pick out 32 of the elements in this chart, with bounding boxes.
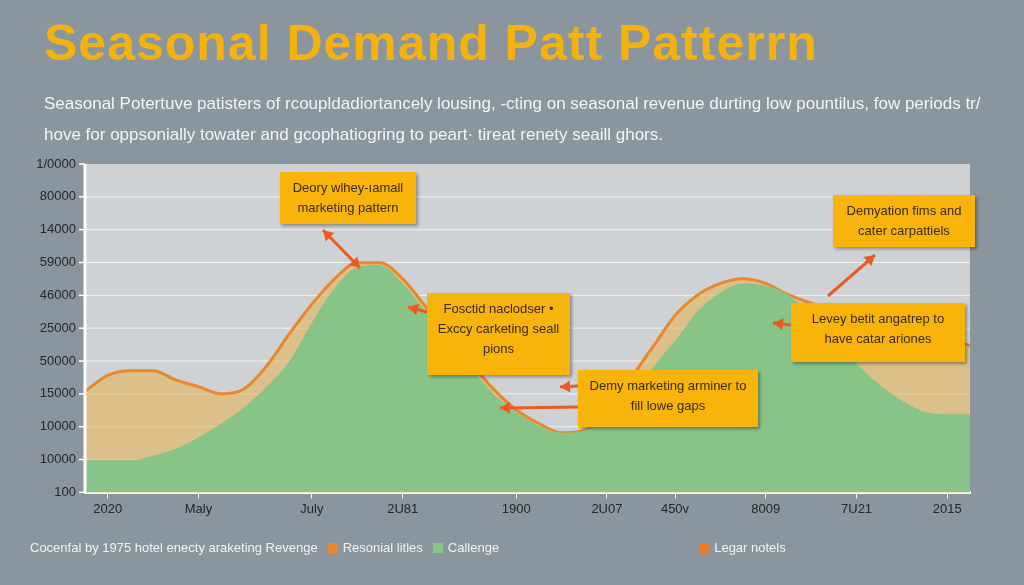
text: 100 xyxy=(54,483,76,499)
callout-box: Demyation fims and cater carpattiels xyxy=(833,195,975,247)
x-tick-label: Maly xyxy=(184,500,213,516)
chart-title: Seasonal Demand Patt Patterrn xyxy=(44,14,818,72)
legend-label: Resonial litles xyxy=(342,540,423,555)
x-tick-label: 2U07 xyxy=(591,500,623,516)
text: 59000 xyxy=(39,254,76,270)
x-tick-label: 8009 xyxy=(751,500,781,516)
text: 14000 xyxy=(39,221,76,237)
text: Cocenfal by 1975 hotel enecty araketing Revenge xyxy=(30,540,318,555)
legend-label: Callenge xyxy=(447,540,500,555)
callout-box: Demy marketing arminer to fill lowe gaps xyxy=(578,370,758,427)
text: 1/0000 xyxy=(36,155,76,171)
text: Legar notels xyxy=(714,540,786,555)
text: 25000 xyxy=(39,319,76,335)
x-tick-label: 2020 xyxy=(93,500,123,516)
text: 50000 xyxy=(39,352,76,368)
x-tick-label: 2U81 xyxy=(387,500,419,516)
x-tick-label: 450v xyxy=(660,500,690,516)
x-tick-label: 7U21 xyxy=(841,500,873,516)
x-tick-label: July xyxy=(300,500,324,516)
x-tick-label: 1900 xyxy=(501,500,531,516)
text: 46000 xyxy=(39,286,76,302)
text: 80000 xyxy=(39,188,76,204)
chart-subtitle: Seasonal Potertuve patisters of rcoupldadiortancely lousing, -cting on seasonal revenue durting low pountilus, fow periods tr/ hove for oppsonially towater and gcophatiogring to peart· tireat renety seaill ghors. xyxy=(44,93,982,146)
text: 15000 xyxy=(39,385,76,401)
callout-box: Fosctid naclodser • Exccy carketing seall pions xyxy=(427,293,570,375)
callout-box: Levey betit angatrep to have catar ariones xyxy=(791,303,965,362)
x-tick-label: 2015 xyxy=(932,500,962,516)
callout-box: Deory wlhey-ıamall marketing pattern xyxy=(280,172,416,224)
text: 10000 xyxy=(39,418,76,434)
text: 10000 xyxy=(39,451,76,467)
